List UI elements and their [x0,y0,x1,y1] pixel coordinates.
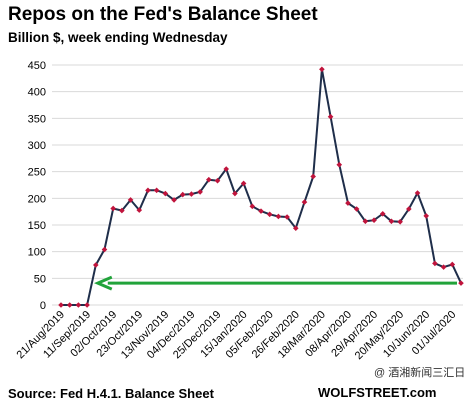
series-line [61,69,462,306]
data-point-11 [153,187,160,194]
data-point-30 [319,66,325,73]
data-point-27 [292,225,299,231]
data-point-3 [84,302,90,308]
data-point-39 [397,219,403,225]
data-point-15 [188,191,195,197]
data-point-44 [440,264,447,270]
y-tick-label-200: 200 [28,193,46,205]
y-tick-label-250: 250 [28,167,46,179]
y-tick-label-100: 100 [28,247,46,259]
data-point-46 [458,280,464,286]
data-point-24 [266,211,273,218]
data-point-33 [345,200,351,206]
data-point-32 [336,161,343,168]
data-point-38 [388,218,395,225]
data-point-34 [353,206,360,212]
y-axis: 0 50 100 150 200 250 300 350 400 450 [28,60,46,312]
arrow-head-0 [93,275,113,291]
data-point-2 [75,302,82,308]
data-point-17 [206,176,212,183]
data-point-13 [171,197,177,203]
data-point-45 [449,261,456,268]
data-point-29 [310,173,316,180]
grid-lines [52,64,463,306]
data-point-31 [327,113,334,120]
watermark: WOLFSTREET.com [318,385,437,400]
data-point-42 [423,213,430,219]
chart-title: Repos on the Fed's Balance Sheet [8,4,318,25]
y-tick-label-400: 400 [28,87,46,99]
data-point-35 [362,218,369,225]
y-tick-label-50: 50 [34,273,46,285]
series-markers [58,66,464,308]
data-point-6 [110,205,116,212]
data-point-18 [214,177,221,184]
data-point-25 [275,213,282,220]
y-tick-label-450: 450 [28,60,46,72]
y-tick-label-0: 0 [40,300,46,312]
chart-subtitle: Billion $, week ending Wednesday [8,30,228,45]
data-point-7 [119,207,125,214]
data-point-8 [127,197,134,203]
y-tick-label-300: 300 [28,140,46,152]
data-point-43 [432,260,438,267]
data-point-10 [145,187,151,194]
data-point-4 [92,262,99,268]
data-point-12 [162,190,169,197]
data-point-9 [136,207,143,213]
data-point-22 [249,203,256,210]
data-point-1 [66,302,73,308]
data-point-41 [414,190,421,196]
x-axis: 21/Aug/201911/Sep/201902/Oct/201923/Oct/… [15,309,459,362]
data-point-20 [232,190,238,197]
data-point-0 [58,302,64,308]
data-point-16 [197,189,203,195]
data-point-14 [179,191,186,198]
data-point-37 [379,211,386,217]
data-point-40 [406,206,412,212]
green-arrow-annotation [93,275,457,291]
data-point-5 [101,246,108,253]
data-point-28 [301,199,308,205]
y-tick-label-150: 150 [28,220,46,232]
y-tick-label-350: 350 [28,113,46,125]
weibo-overlay-text: @ 酒湘新闻三汇日 [372,364,468,380]
data-point-21 [240,180,247,187]
data-point-19 [223,166,230,172]
data-point-36 [371,217,377,223]
data-point-23 [258,208,264,214]
data-point-26 [284,214,290,220]
source-note: Source: Fed H.4.1. Balance Sheet [8,386,214,401]
